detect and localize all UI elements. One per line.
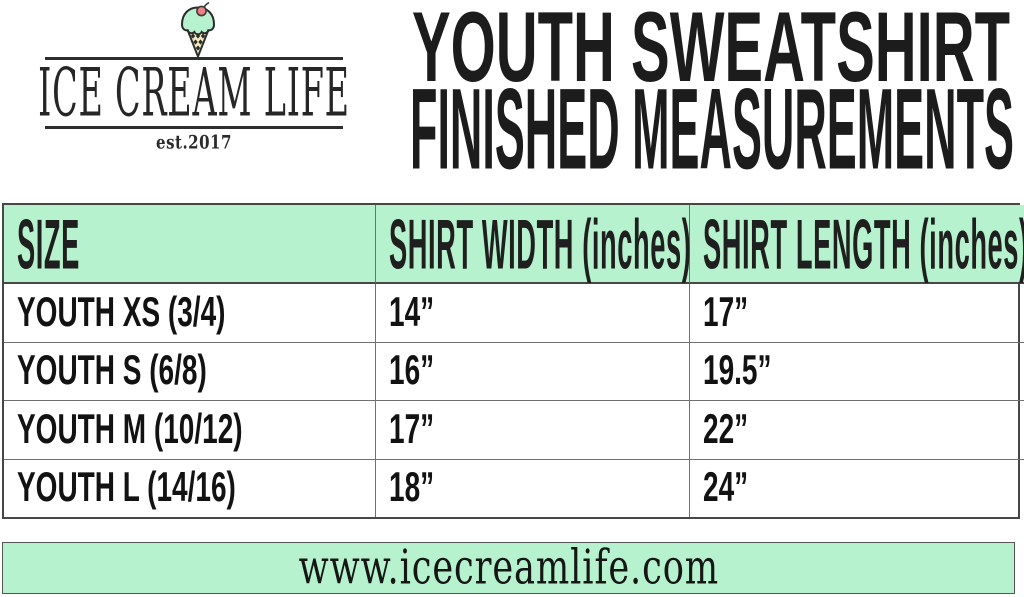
table-row-size: YOUTH S (6/8): [4, 343, 375, 401]
length-value: 17”: [703, 289, 749, 336]
length-value: 22”: [703, 406, 749, 453]
logo-divider-top: [45, 57, 343, 60]
footer-bar: www.icecreamlife.com: [2, 540, 1015, 596]
length-value: 19.5”: [703, 347, 772, 394]
width-value: 18”: [389, 464, 435, 511]
width-value: 14”: [389, 289, 435, 336]
page-title: YOUTH SWEATSHIRT FINISHED MEASUREMENTS: [410, 2, 1014, 177]
table-row-size: YOUTH XS (3/4): [4, 284, 375, 343]
header-shirt-length-label: SHIRT LENGTH (inches): [703, 203, 1024, 284]
table-row-size: YOUTH M (10/12): [4, 401, 375, 460]
table-row-width: 17”: [375, 401, 689, 460]
table-row-length: 17”: [689, 284, 1024, 343]
header-shirt-length: SHIRT LENGTH (inches): [689, 203, 1024, 284]
header-size: SIZE: [4, 203, 375, 284]
width-value: 17”: [389, 406, 435, 453]
table-row-length: 19.5”: [689, 342, 1024, 401]
header-shirt-width-label: SHIRT WIDTH (inches): [389, 203, 692, 284]
table-row-width: 18”: [375, 459, 689, 517]
page-title-line1: YOUTH SWEATSHIRT: [412, 2, 1010, 103]
brand-name: ICE CREAM LIFE: [38, 54, 350, 132]
size-value: YOUTH M (10/12): [17, 406, 243, 453]
page-title-line2: FINISHED MEASUREMENTS: [410, 65, 1014, 177]
length-value: 24”: [703, 464, 749, 511]
table-row-width: 14”: [375, 284, 689, 343]
table-row-length: 22”: [689, 401, 1024, 460]
header-size-label: SIZE: [17, 203, 80, 284]
table-row-size: YOUTH L (14/16): [4, 460, 375, 518]
size-value: YOUTH L (14/16): [17, 464, 236, 511]
size-value: YOUTH S (6/8): [17, 347, 207, 394]
established-year: est.2017: [156, 131, 232, 154]
website-url: www.icecreamlife.com: [298, 540, 719, 596]
size-value: YOUTH XS (3/4): [17, 289, 226, 336]
measurements-table: SIZE SHIRT WIDTH (inches) SHIRT LENGTH (…: [2, 203, 1024, 519]
table-row-width: 16”: [375, 342, 689, 401]
header-shirt-width: SHIRT WIDTH (inches): [375, 203, 692, 284]
table-row-length: 24”: [689, 459, 1024, 517]
logo-divider-bottom: [45, 126, 343, 129]
ice-cream-cone-icon: [180, 2, 216, 58]
width-value: 16”: [389, 347, 435, 394]
